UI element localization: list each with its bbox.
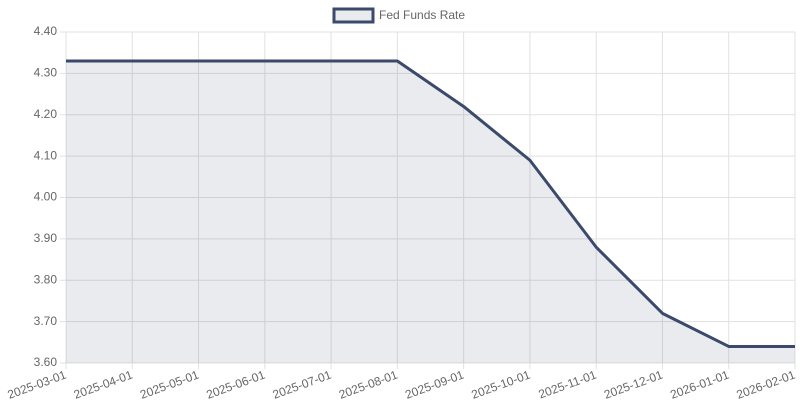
x-tick-label: 2025-11-01: [537, 368, 599, 400]
x-tick-label: 2026-02-01: [735, 368, 798, 400]
y-tick-label: 3.60: [34, 355, 58, 369]
x-tick-label: 2025-07-01: [271, 368, 334, 400]
y-tick-label: 4.00: [34, 190, 58, 204]
x-tick-label: 2025-09-01: [403, 368, 466, 400]
legend-swatch: [332, 7, 375, 24]
y-tick-label: 3.80: [34, 272, 58, 286]
legend-label: Fed Funds Rate: [379, 8, 465, 22]
x-tick-label: 2025-04-01: [72, 368, 135, 400]
x-tick-label: 2025-10-01: [470, 368, 533, 400]
y-tick-label: 4.20: [34, 107, 58, 121]
x-tick-label: 2025-03-01: [6, 368, 69, 400]
x-tick-label: 2025-06-01: [204, 368, 267, 400]
line: [66, 59, 795, 348]
y-tick-label: 3.70: [34, 314, 58, 328]
x-tick-label: 2025-12-01: [602, 368, 665, 400]
y-tick-label: 4.10: [34, 148, 58, 162]
x-tick-label: 2025-08-01: [337, 368, 400, 400]
x-tick-label: 2026-01-01: [668, 368, 731, 400]
area-fill: [66, 60, 795, 364]
y-tick-label: 4.40: [34, 24, 58, 38]
y-tick-label: 3.90: [34, 231, 58, 245]
y-tick-label: 4.30: [34, 66, 58, 80]
x-tick-label: 2025-05-01: [138, 368, 201, 400]
